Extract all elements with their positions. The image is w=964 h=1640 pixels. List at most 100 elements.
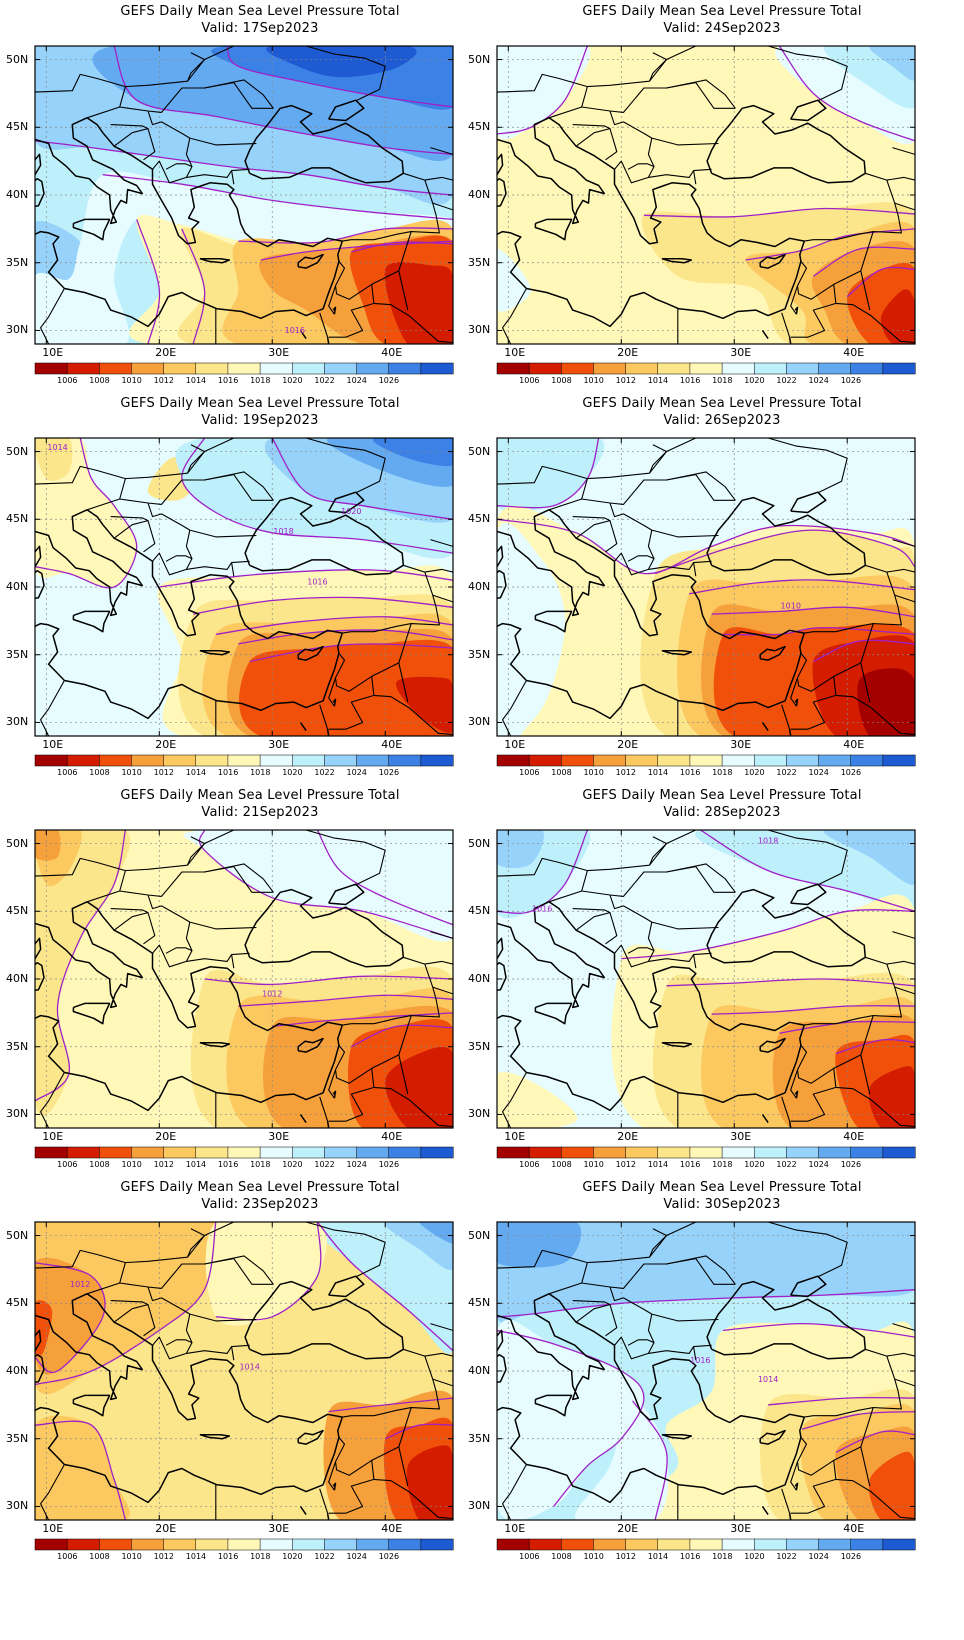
coastline bbox=[497, 117, 806, 328]
colorbar-swatch bbox=[420, 754, 454, 767]
isobar-line bbox=[745, 228, 915, 261]
country-border bbox=[502, 1072, 527, 1128]
colorbar-swatch bbox=[786, 754, 820, 767]
lat-label: 50N bbox=[6, 836, 29, 850]
country-border bbox=[231, 954, 235, 969]
colorbar-swatch bbox=[34, 362, 68, 375]
colorbar-swatch bbox=[66, 754, 100, 767]
colorbar-swatch bbox=[227, 1146, 261, 1159]
coastline bbox=[534, 1394, 573, 1417]
country-border bbox=[796, 1015, 874, 1084]
colorbar-swatch bbox=[131, 1538, 165, 1551]
colorbar-label: 1024 bbox=[808, 376, 829, 385]
colorbar-swatch bbox=[561, 1538, 595, 1551]
coastline bbox=[332, 1090, 337, 1099]
country-border bbox=[666, 471, 736, 501]
coastline bbox=[788, 729, 792, 736]
coastline bbox=[661, 649, 693, 656]
country-border bbox=[204, 471, 274, 501]
lat-label: 45N bbox=[468, 904, 491, 918]
coastline bbox=[326, 1121, 330, 1128]
coastline bbox=[299, 1114, 307, 1124]
coastline bbox=[788, 337, 792, 344]
colorbar-label: 1012 bbox=[615, 1160, 636, 1169]
colorbar-swatch bbox=[818, 1146, 852, 1159]
colorbar-label: 1014 bbox=[647, 1160, 669, 1169]
country-border bbox=[804, 202, 902, 242]
colorbar-label: 1012 bbox=[153, 1160, 174, 1169]
colorbar-swatch bbox=[689, 754, 723, 767]
country-border bbox=[152, 1313, 193, 1360]
lat-label: 35N bbox=[468, 1039, 491, 1053]
country-border bbox=[835, 694, 915, 736]
country-border bbox=[86, 474, 274, 511]
coastline bbox=[788, 1121, 792, 1128]
isobar-label: 1016 bbox=[285, 326, 305, 335]
pressure-fill bbox=[869, 46, 915, 81]
colorbar-swatch bbox=[99, 362, 133, 375]
country-border bbox=[865, 956, 915, 965]
colorbar-swatch bbox=[689, 1538, 723, 1551]
isobar-line bbox=[181, 438, 453, 554]
country-border bbox=[886, 1355, 915, 1387]
lon-label: 40E bbox=[843, 346, 865, 359]
coastline bbox=[790, 883, 827, 906]
lat-label: 35N bbox=[468, 1431, 491, 1445]
pressure-fill bbox=[266, 46, 417, 78]
colorbar-swatch bbox=[753, 362, 787, 375]
country-border bbox=[860, 662, 871, 703]
panel-valid-date: Valid: 24Sep2023 bbox=[663, 21, 781, 36]
country-border bbox=[804, 986, 902, 1026]
coastline bbox=[706, 1280, 867, 1360]
country-border bbox=[231, 562, 235, 577]
country-border bbox=[860, 1054, 871, 1095]
colorbar-swatch bbox=[496, 1538, 530, 1551]
colorbar-swatch bbox=[259, 754, 293, 767]
coastline bbox=[35, 509, 344, 720]
lat-label: 50N bbox=[468, 52, 491, 66]
colorbar-label: 1022 bbox=[314, 768, 335, 777]
lon-label: 40E bbox=[381, 346, 403, 359]
colorbar-swatch bbox=[850, 754, 884, 767]
country-border bbox=[865, 1348, 915, 1357]
lat-label: 40N bbox=[468, 972, 491, 985]
coastline bbox=[199, 649, 231, 656]
country-border bbox=[648, 168, 712, 178]
colorbar-swatch bbox=[163, 1146, 197, 1159]
country-border bbox=[40, 1464, 65, 1520]
country-border bbox=[165, 1339, 193, 1346]
country-border bbox=[328, 1068, 375, 1122]
isobar-line bbox=[700, 830, 915, 912]
colorbar-swatch bbox=[66, 1146, 100, 1159]
coastline bbox=[790, 491, 827, 514]
isobar-label: 1012 bbox=[262, 990, 282, 999]
mslp-panel: GEFS Daily Mean Sea Level Pressure Total… bbox=[462, 1176, 944, 1586]
colorbar-swatch bbox=[291, 1538, 325, 1551]
lat-label: 35N bbox=[468, 255, 491, 269]
country-border bbox=[790, 1460, 837, 1514]
colorbar-swatch bbox=[420, 362, 454, 375]
colorbar-label: 1014 bbox=[185, 1160, 207, 1169]
coastline bbox=[328, 1275, 365, 1298]
coastline bbox=[497, 509, 806, 720]
isobar-line bbox=[497, 438, 600, 509]
isobar-label: 1016 bbox=[690, 1356, 710, 1365]
coastline bbox=[35, 1329, 42, 1352]
coastline bbox=[759, 1037, 786, 1053]
coastline bbox=[199, 1041, 231, 1048]
isobar-line bbox=[226, 46, 453, 108]
isobar-line bbox=[654, 529, 915, 575]
colorbar-label: 1016 bbox=[217, 1552, 239, 1561]
colorbar-swatch bbox=[163, 362, 197, 375]
colorbar-swatch bbox=[131, 754, 165, 767]
isobar-line bbox=[113, 46, 453, 156]
colorbar-label: 1012 bbox=[153, 768, 174, 777]
lon-label: 30E bbox=[268, 346, 290, 359]
country-border bbox=[186, 1344, 250, 1354]
colorbar-swatch bbox=[99, 1538, 133, 1551]
coastline bbox=[35, 153, 42, 176]
pressure-fill bbox=[183, 830, 453, 942]
coastline bbox=[72, 218, 111, 241]
coastline bbox=[35, 177, 45, 208]
coastline bbox=[326, 729, 330, 736]
